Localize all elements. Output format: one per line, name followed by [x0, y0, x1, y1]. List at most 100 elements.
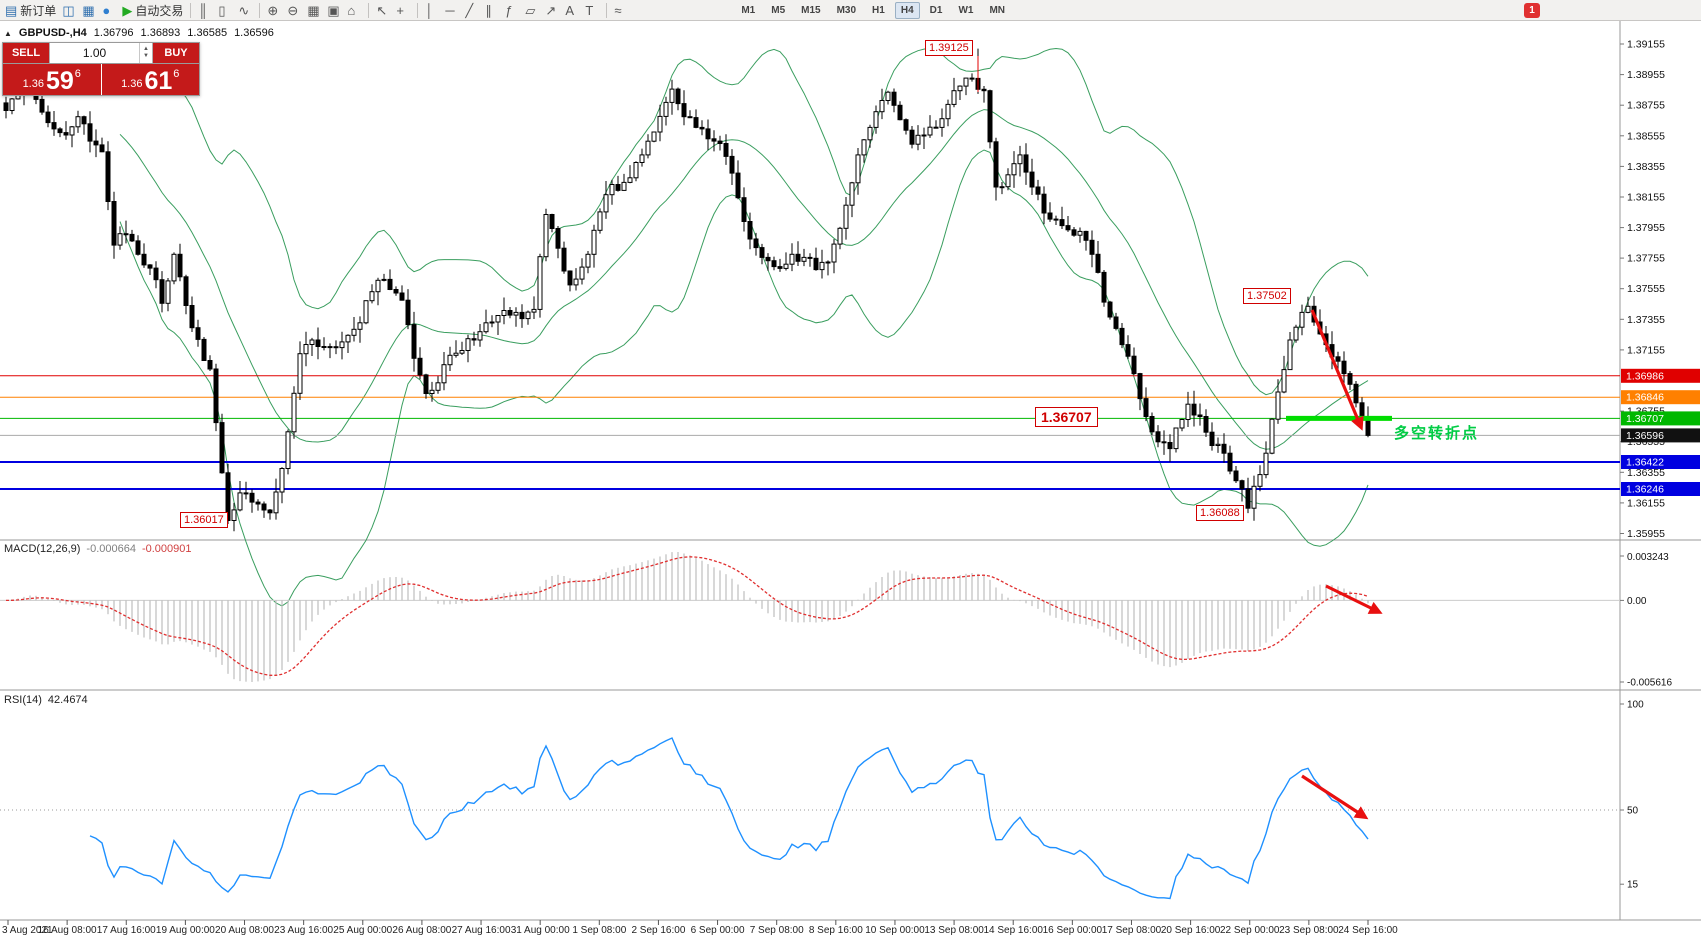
svg-text:16 Aug 08:00: 16 Aug 08:00: [38, 925, 97, 936]
tile-windows-button[interactable]: ▦: [305, 1, 323, 19]
equidistant-channel-icon: ∥: [485, 2, 492, 18]
cursor-button[interactable]: ↖: [374, 1, 392, 19]
timeframe-m15-button[interactable]: M15: [801, 4, 821, 16]
timeframe-m30-button[interactable]: M30: [836, 4, 857, 16]
svg-text:1.37955: 1.37955: [1627, 222, 1665, 234]
svg-text:1.35955: 1.35955: [1627, 528, 1665, 540]
notification-badge[interactable]: 1: [1524, 3, 1540, 18]
indicators-button[interactable]: ≈: [612, 1, 630, 19]
price-marker-low[interactable]: 1.36017: [180, 512, 228, 528]
timeframe-h1-button[interactable]: H1: [872, 4, 885, 16]
autotrade-button[interactable]: ▶ 自动交易: [120, 1, 185, 19]
volume-value[interactable]: 1.00: [82, 46, 107, 60]
auto-scroll-button[interactable]: ▣: [325, 1, 343, 19]
chart-shift-button[interactable]: ⌂: [345, 1, 363, 19]
shapes-button[interactable]: ▱: [523, 1, 541, 19]
collapse-icon[interactable]: ▲: [4, 28, 12, 38]
zoom-in-icon: ⊕: [267, 2, 279, 18]
timeframe-h4-button[interactable]: H4: [894, 1, 920, 19]
svg-text:8 Sep 16:00: 8 Sep 16:00: [809, 925, 863, 936]
svg-text:14 Sep 16:00: 14 Sep 16:00: [983, 925, 1043, 936]
svg-text:0.00: 0.00: [1627, 596, 1647, 607]
svg-text:23 Aug 16:00: 23 Aug 16:00: [274, 925, 333, 936]
sell-price-main: 59: [45, 67, 74, 95]
svg-text:1.37355: 1.37355: [1627, 314, 1665, 326]
text-button[interactable]: A: [563, 1, 581, 19]
new-chart-button[interactable]: ◫: [60, 1, 78, 19]
zoom-in-button[interactable]: ⊕: [265, 1, 283, 19]
fibonacci-button[interactable]: ƒ: [503, 1, 521, 19]
arrows-button[interactable]: ↗: [543, 1, 561, 19]
bar-chart-button[interactable]: ║: [196, 1, 214, 19]
indicators-icon: ≈: [614, 2, 622, 18]
macd-value-signal: -0.000901: [141, 543, 192, 555]
tile-windows-icon: ▦: [307, 2, 320, 18]
svg-text:27 Aug 16:00: 27 Aug 16:00: [452, 925, 511, 936]
svg-text:1.38555: 1.38555: [1627, 130, 1665, 142]
svg-text:20 Aug 08:00: 20 Aug 08:00: [215, 925, 274, 936]
svg-text:31 Aug 00:00: 31 Aug 00:00: [511, 925, 570, 936]
buy-price-button[interactable]: 1.36 61 6: [100, 64, 199, 95]
volume-spinner[interactable]: ▲ ▼: [139, 43, 152, 63]
svg-text:13 Sep 08:00: 13 Sep 08:00: [924, 925, 984, 936]
svg-text:17 Sep 08:00: 17 Sep 08:00: [1102, 925, 1162, 936]
crosshair-button[interactable]: +: [394, 1, 412, 19]
svg-text:3 Aug 2021: 3 Aug 2021: [2, 925, 53, 936]
price-marker-high[interactable]: 1.39125: [925, 40, 973, 56]
chart-ohlc-line: ▲ GBPUSD-,H4 1.36796 1.36893 1.36585 1.3…: [4, 27, 274, 39]
macd-header: MACD(12,26,9) -0.000664 -0.000901: [4, 543, 192, 555]
new-order-button[interactable]: ▤ 新订单: [3, 1, 58, 19]
buy-button[interactable]: BUY: [153, 43, 199, 63]
line-chart-button[interactable]: ∿: [236, 1, 254, 19]
shapes-icon: ▱: [525, 2, 536, 18]
high-value: 1.36893: [140, 27, 181, 39]
symbol-period: GBPUSD-,H4: [18, 27, 87, 39]
spin-up-icon[interactable]: ▲: [143, 46, 149, 52]
text-label-button[interactable]: T: [583, 1, 601, 19]
price-marker-pivot[interactable]: 1.36707: [1035, 407, 1098, 427]
svg-text:1.36355: 1.36355: [1627, 467, 1665, 479]
community-icon: ●: [102, 2, 111, 18]
svg-text:1.39155: 1.39155: [1627, 39, 1665, 51]
auto-scroll-icon: ▣: [327, 2, 340, 18]
svg-text:6 Sep 00:00: 6 Sep 00:00: [691, 925, 745, 936]
equidistant-channel-button[interactable]: ∥: [483, 1, 501, 19]
rsi-value: 42.4674: [47, 694, 88, 706]
trendline-button[interactable]: ╱: [463, 1, 481, 19]
horizontal-line-button[interactable]: ─: [443, 1, 461, 19]
timeframe-d1-button[interactable]: D1: [929, 4, 943, 16]
timeframe-w1-button[interactable]: W1: [958, 4, 974, 16]
chart-profiles-button[interactable]: ▦: [80, 1, 98, 19]
new-chart-icon: ◫: [62, 2, 75, 18]
candlestick-chart-button[interactable]: ▯: [216, 1, 234, 19]
svg-text:1.36846: 1.36846: [1626, 392, 1664, 404]
low-value: 1.36585: [187, 27, 228, 39]
turning-point-annotation[interactable]: 多空转折点: [1394, 425, 1480, 442]
volume-field[interactable]: 1.00 ▲ ▼: [49, 43, 153, 63]
price-marker-swing-high[interactable]: 1.37502: [1243, 288, 1291, 304]
vertical-line-button[interactable]: │: [423, 1, 441, 19]
svg-text:16 Sep 00:00: 16 Sep 00:00: [1043, 925, 1103, 936]
svg-text:15: 15: [1627, 880, 1639, 891]
community-button[interactable]: ●: [100, 1, 118, 19]
sell-button[interactable]: SELL: [3, 43, 49, 63]
sell-price-button[interactable]: 1.36 59 6: [3, 64, 101, 95]
spin-down-icon[interactable]: ▼: [143, 53, 149, 59]
zoom-out-button[interactable]: ⊖: [285, 1, 303, 19]
svg-text:100: 100: [1627, 700, 1644, 711]
sell-price-pip: 6: [74, 68, 81, 80]
timeframe-m5-button[interactable]: M5: [771, 4, 786, 16]
svg-text:1.36246: 1.36246: [1626, 484, 1664, 496]
svg-text:1.37155: 1.37155: [1627, 344, 1665, 356]
svg-text:23 Sep 08:00: 23 Sep 08:00: [1279, 925, 1339, 936]
price-marker-swing-low[interactable]: 1.36088: [1196, 505, 1244, 521]
svg-text:1.38155: 1.38155: [1627, 192, 1665, 204]
line-chart-icon: ∿: [238, 2, 250, 18]
rsi-name: RSI(14): [4, 694, 42, 706]
chart-shift-icon: ⌂: [347, 2, 356, 18]
timeframe-mn-button[interactable]: MN: [989, 4, 1005, 16]
timeframe-m1-button[interactable]: M1: [741, 4, 756, 16]
text-icon: A: [565, 2, 574, 18]
